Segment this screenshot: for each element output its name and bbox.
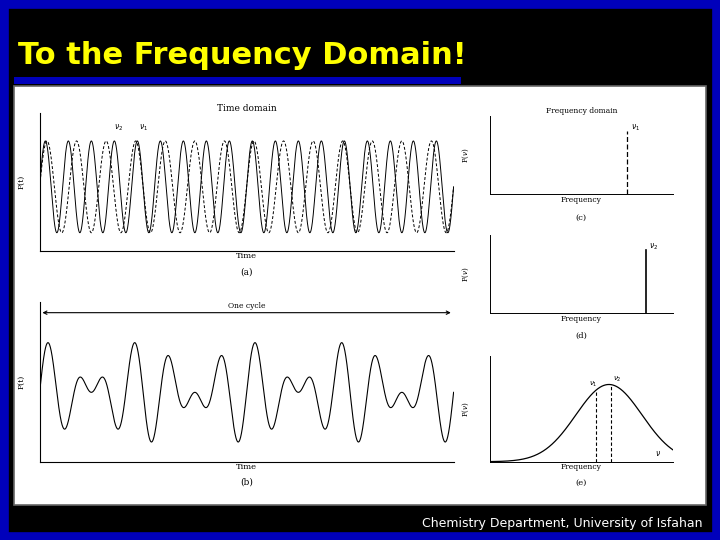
Text: $\nu_2$: $\nu_2$ (114, 123, 123, 133)
Text: $\nu_2$: $\nu_2$ (613, 374, 621, 383)
Text: (a): (a) (240, 267, 253, 276)
X-axis label: Time: Time (236, 463, 257, 471)
Text: (b): (b) (240, 478, 253, 487)
Text: P($\nu$): P($\nu$) (461, 266, 471, 282)
Text: $\nu_1$: $\nu_1$ (631, 123, 640, 133)
X-axis label: Frequency: Frequency (561, 463, 602, 471)
Text: (d): (d) (575, 332, 588, 340)
Text: $\nu_1$: $\nu_1$ (139, 123, 148, 133)
X-axis label: Time: Time (236, 253, 257, 260)
Text: P(t): P(t) (17, 175, 25, 190)
Text: $\nu_1$: $\nu_1$ (589, 380, 598, 389)
Text: P($\nu$): P($\nu$) (461, 401, 471, 417)
X-axis label: Frequency: Frequency (561, 196, 602, 204)
Text: $\nu$: $\nu$ (655, 449, 661, 458)
Bar (14, 86, 706, 505)
Text: P($\nu$): P($\nu$) (461, 147, 471, 163)
X-axis label: Frequency: Frequency (561, 315, 602, 322)
Text: P(t): P(t) (17, 375, 25, 389)
Text: One cycle: One cycle (228, 301, 266, 309)
Text: Chemistry Department, University of Isfahan: Chemistry Department, University of Isfa… (421, 517, 702, 530)
Bar (14, 77, 461, 84)
Text: $\nu_2$: $\nu_2$ (649, 241, 659, 252)
Text: (c): (c) (576, 213, 587, 221)
Text: (e): (e) (576, 479, 587, 487)
Title: Frequency domain: Frequency domain (546, 107, 617, 116)
Text: To the Frequency Domain!: To the Frequency Domain! (18, 41, 467, 70)
Title: Time domain: Time domain (217, 104, 276, 113)
